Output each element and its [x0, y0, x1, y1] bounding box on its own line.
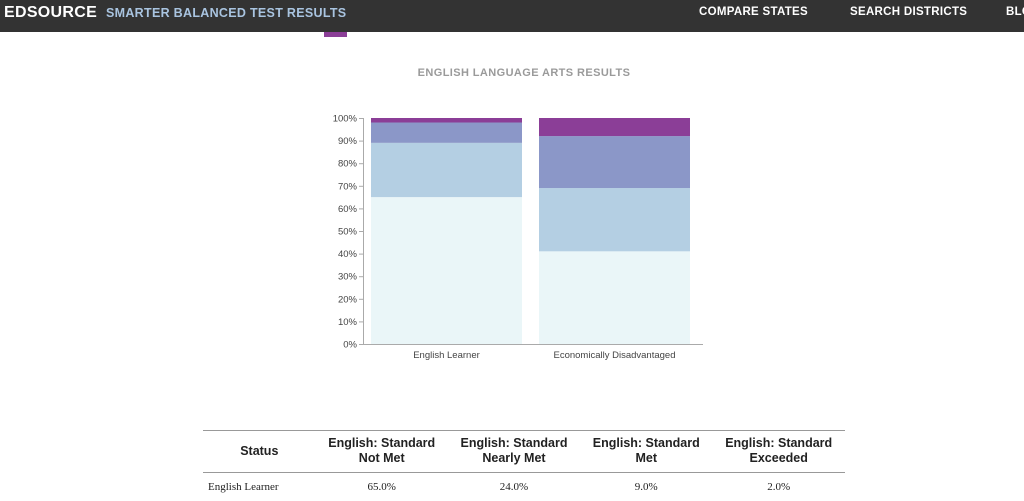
cell-exceeded: 2.0% [712, 473, 845, 501]
cell-nearly-met: 24.0% [448, 473, 580, 501]
y-tick-label: 100% [333, 114, 358, 125]
bar-segment-1-1 [539, 188, 690, 251]
chart-title: ENGLISH LANGUAGE ARTS RESULTS [0, 67, 1024, 79]
header-not-met: English: Standard Not Met [316, 431, 448, 473]
stacked-bar-chart: English Learner Economically Disadvantage… [300, 108, 710, 368]
bar-segment-1-3 [539, 118, 690, 136]
bar-segment-0-3 [371, 118, 522, 123]
site-logo[interactable]: EDSOURCE [4, 4, 97, 22]
bar-segment-0-2 [371, 123, 522, 143]
bar-segment-1-2 [539, 136, 690, 188]
y-tick-label: 60% [338, 204, 358, 215]
top-navigation-bar: EDSOURCE SMARTER BALANCED TEST RESULTS C… [0, 0, 1024, 32]
y-tick-label: 50% [338, 227, 358, 238]
x-tick-label: Economically Disadvantaged [554, 350, 676, 361]
y-tick-label: 0% [343, 340, 357, 351]
header-exceeded: English: Standard Exceeded [712, 431, 845, 473]
header-nearly-met: English: Standard Nearly Met [448, 431, 580, 473]
site-subtitle[interactable]: SMARTER BALANCED TEST RESULTS [106, 6, 346, 20]
x-tick-label: English Learner [413, 350, 480, 361]
y-tick-label: 70% [338, 181, 358, 192]
cell-met: 9.0% [580, 473, 712, 501]
active-tab-marker [324, 32, 347, 37]
y-tick-label: 30% [338, 272, 358, 283]
cell-status: English Learner [203, 473, 316, 501]
results-table: Status English: Standard Not Met English… [203, 430, 845, 501]
y-tick-label: 10% [338, 317, 358, 328]
nav-blog[interactable]: BLO [1006, 6, 1024, 18]
header-met: English: Standard Met [580, 431, 712, 473]
bar-segment-1-0 [539, 251, 690, 344]
nav-compare-states[interactable]: COMPARE STATES [699, 6, 808, 18]
y-tick-label: 80% [338, 159, 358, 170]
header-status: Status [203, 431, 316, 473]
bar-segment-0-1 [371, 143, 522, 197]
y-tick-label: 20% [338, 294, 358, 305]
cell-not-met: 65.0% [316, 473, 448, 501]
table-row: English Learner 65.0% 24.0% 9.0% 2.0% [203, 473, 845, 501]
bar-segment-0-0 [371, 197, 522, 344]
table-header-row: Status English: Standard Not Met English… [203, 431, 845, 473]
y-tick-label: 90% [338, 136, 358, 147]
y-tick-label: 40% [338, 249, 358, 260]
nav-search-districts[interactable]: SEARCH DISTRICTS [850, 6, 967, 18]
